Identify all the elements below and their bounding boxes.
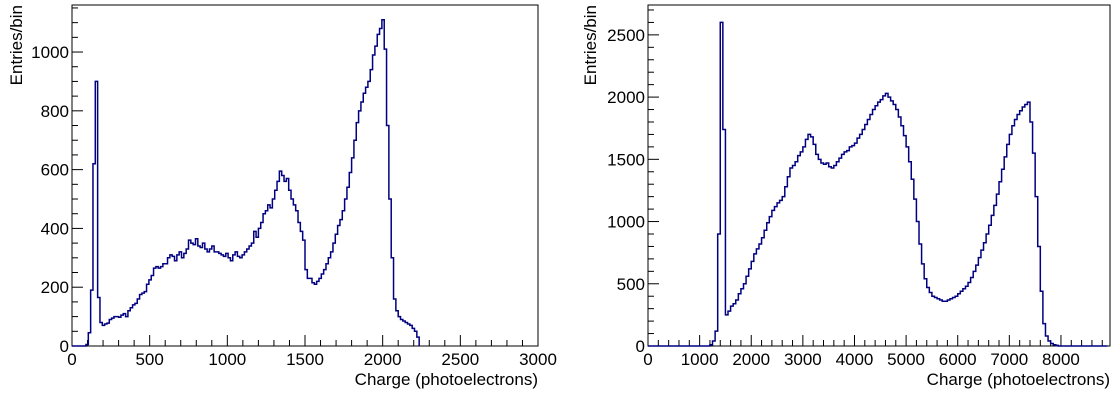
- left-x-tick-label: 500: [135, 350, 163, 369]
- right-x-tick-label: 7000: [990, 350, 1028, 369]
- left-y-tick-label: 800: [41, 102, 69, 121]
- left-x-tick-label: 3000: [519, 350, 557, 369]
- left-x-axis-label: Charge (photoelectrons): [355, 370, 538, 389]
- left-y-axis-label: Entries/bin: [7, 5, 26, 85]
- right-x-tick-label: 3000: [784, 350, 822, 369]
- right-histogram-line: [648, 21, 1108, 347]
- right-y-tick-label: 500: [617, 275, 645, 294]
- right-y-tick-label: 1500: [607, 150, 645, 169]
- right-x-tick-label: 0: [643, 350, 652, 369]
- left-x-tick-label: 0: [67, 350, 76, 369]
- left-x-tick-label: 2000: [364, 350, 402, 369]
- right-y-tick-label: 0: [636, 337, 645, 356]
- right-y-tick-label: 1000: [607, 213, 645, 232]
- right-x-tick-label: 6000: [939, 350, 977, 369]
- right-x-tick-label: 5000: [887, 350, 925, 369]
- left-y-tick-label: 0: [60, 337, 69, 356]
- left-plot-area: 0 500 1000 1500 2000 2500 3000 0 200 400 600 800 100…: [31, 7, 557, 369]
- right-plot-frame: [647, 4, 1111, 347]
- left-x-tick-label: 2500: [441, 350, 479, 369]
- left-x-tick-label: 1000: [208, 350, 246, 369]
- right-y-tick-label: 2500: [607, 26, 645, 45]
- right-x-tick-label: 4000: [836, 350, 874, 369]
- right-y-axis-label: Entries/bin: [581, 5, 600, 85]
- left-y-tick-label: 200: [41, 278, 69, 297]
- left-histogram-line: [72, 18, 420, 347]
- left-y-tick-label: 400: [41, 219, 69, 238]
- right-x-tick-label: 8000: [1042, 350, 1080, 369]
- left-y-tick-label: 600: [41, 161, 69, 180]
- right-x-tick-label: 1000: [681, 350, 719, 369]
- right-x-tick-label: 2000: [732, 350, 770, 369]
- right-y-tick-label: 2000: [607, 88, 645, 107]
- left-y-tick-label: 1000: [31, 43, 69, 62]
- left-x-tick-label: 1500: [286, 350, 324, 369]
- right-plot-area: 0 1000 2000 3000 4000 5000 6000 7000 8000 0 500 100…: [607, 9, 1108, 369]
- right-x-axis-label: Charge (photoelectrons): [927, 370, 1110, 389]
